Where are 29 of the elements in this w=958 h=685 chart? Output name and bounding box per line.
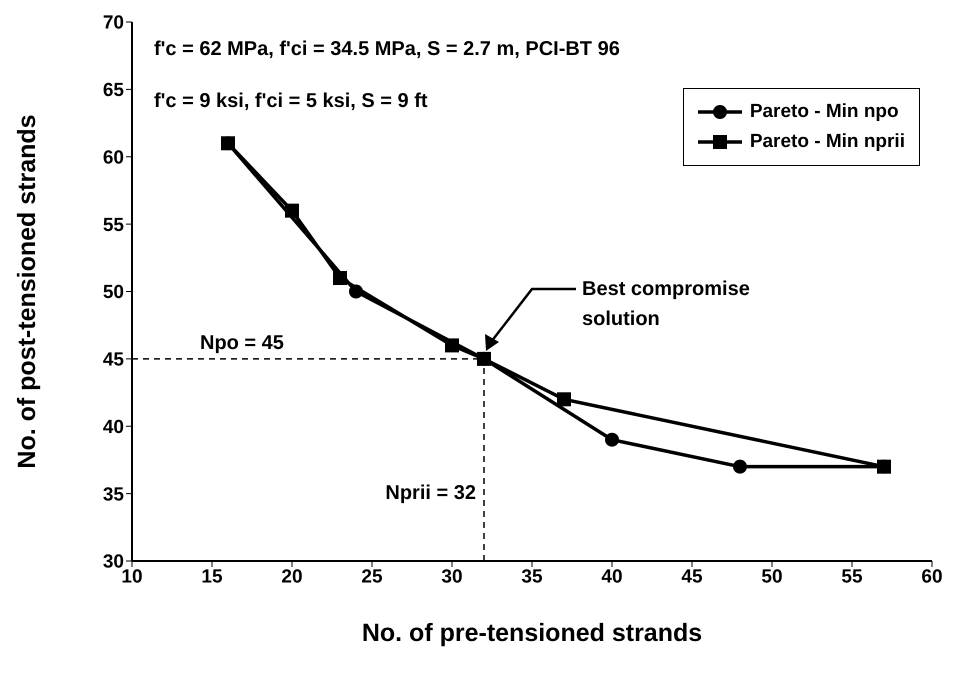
x-tick-label: 50 bbox=[761, 566, 783, 588]
ref-line-label: Nprii = 32 bbox=[385, 482, 476, 504]
x-tick-label: 60 bbox=[921, 566, 943, 588]
annotation: f'c = 62 MPa, f'ci = 34.5 MPa, S = 2.7 m, PCI-BT 96 bbox=[154, 38, 620, 60]
x-tick-label: 25 bbox=[361, 566, 383, 588]
x-tick-label: 10 bbox=[121, 566, 143, 588]
y-tick-label: 70 bbox=[102, 12, 124, 34]
y-tick-label: 55 bbox=[102, 214, 124, 236]
legend-label: Pareto - Min npo bbox=[750, 100, 899, 124]
y-tick-label: 45 bbox=[102, 350, 124, 371]
x-axis-title: No. of pre-tensioned strands bbox=[362, 619, 702, 647]
y-tick-label: 60 bbox=[102, 147, 124, 168]
annotation: f'c = 9 ksi, f'ci = 5 ksi, S = 9 ft bbox=[154, 90, 428, 112]
y-tick-label: 30 bbox=[102, 552, 124, 573]
y-axis-title: No. of post-tensioned strands bbox=[12, 114, 41, 469]
x-tick-label: 55 bbox=[841, 566, 863, 588]
y-tick-label: 65 bbox=[102, 80, 124, 102]
y-tick-label: 50 bbox=[102, 282, 124, 304]
y-tick-label: 40 bbox=[102, 416, 124, 438]
y-tick-label: 35 bbox=[102, 484, 124, 506]
x-tick-label: 45 bbox=[681, 566, 703, 588]
x-tick-label: 35 bbox=[521, 566, 543, 588]
ref-line-label: Npo = 45 bbox=[200, 332, 284, 354]
annotation: Best compromise solution bbox=[582, 278, 750, 330]
x-tick-label: 30 bbox=[441, 566, 463, 588]
x-tick-label: 40 bbox=[601, 566, 623, 588]
x-tick-label: 15 bbox=[201, 566, 223, 588]
x-tick-label: 20 bbox=[281, 566, 303, 588]
legend-label: Pareto - Min nprii bbox=[750, 130, 905, 154]
